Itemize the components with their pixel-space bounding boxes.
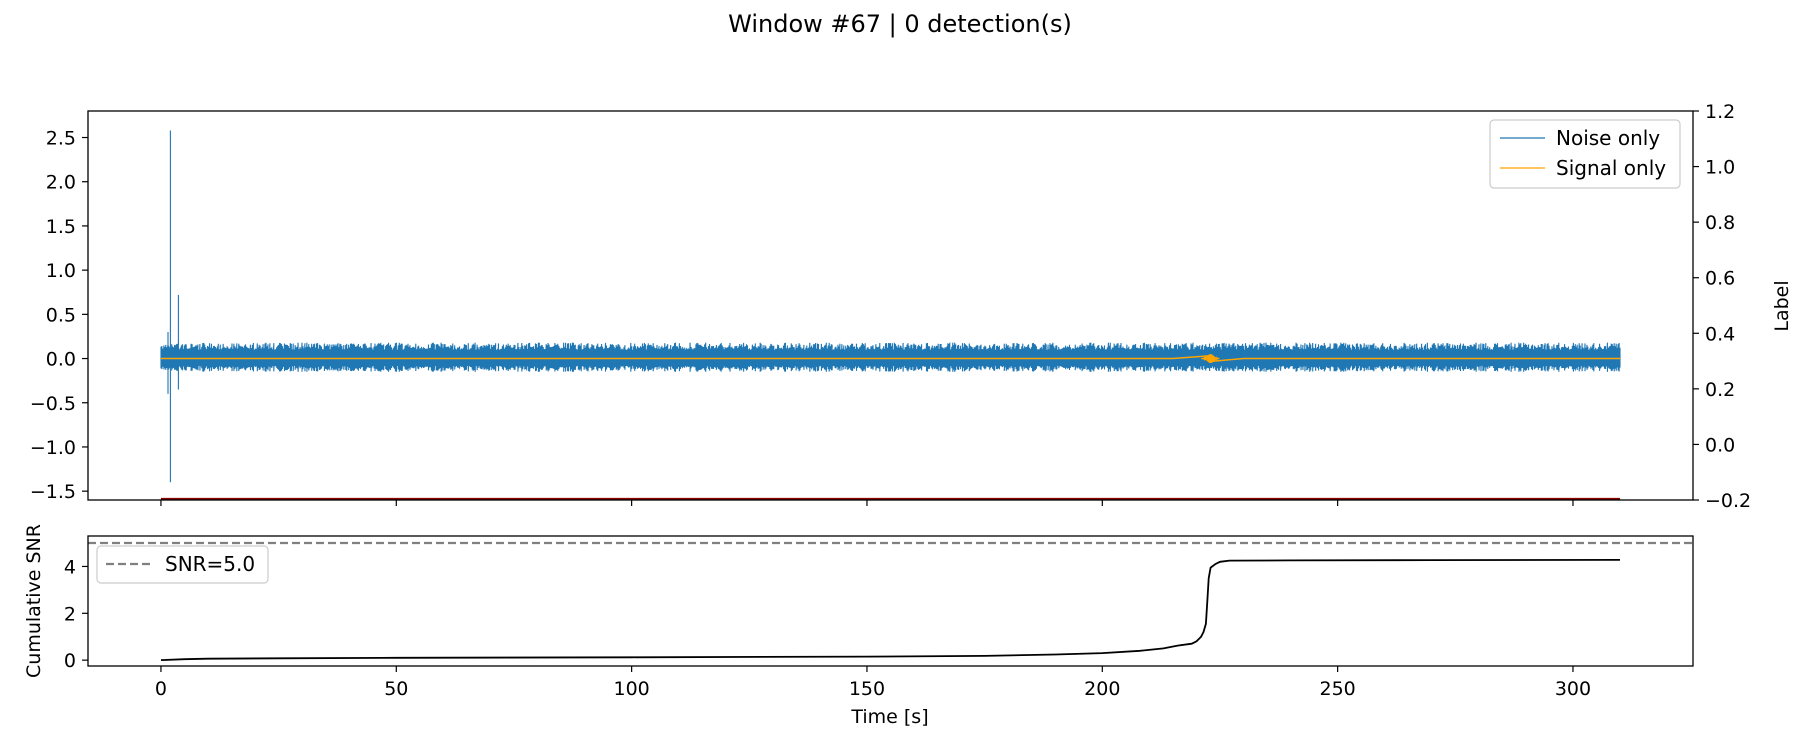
top-right-tick-label: 0.6 [1705,268,1735,290]
top-left-tick-label: −1.5 [30,481,76,503]
top-right-tick-label: 0.0 [1705,434,1735,456]
top-left-tick-label: −1.0 [30,437,76,459]
top-plot-area [160,130,1621,501]
top-right-tick-label: 0.2 [1705,379,1735,401]
top-left-tick-label: 2.0 [46,172,76,194]
x-tick-label: 0 [155,678,167,700]
legend-signal-label: Signal only [1556,156,1666,180]
legend-noise-label: Noise only [1556,126,1660,150]
signal-event-burst [1200,354,1220,364]
bottom-plot-area [88,541,1693,661]
bottom-left-tick-label: 2 [64,603,76,625]
bottom-axes-frame [87,535,1694,667]
x-tick-label: 100 [613,678,649,700]
top-left-tick-label: 2.5 [46,128,76,150]
noise-series-line [160,130,1621,483]
x-tick-label: 150 [849,678,885,700]
right-axis-label: Label [1771,280,1793,331]
bottom-left-tick-label: 4 [64,556,76,578]
top-legend: Noise only Signal only [1489,119,1681,189]
x-axis-label: Time [s] [850,706,928,728]
top-left-tick-label: 1.5 [46,216,76,238]
top-left-tick-label: 0.5 [46,304,76,326]
figure-title: Window #67 | 0 detection(s) [728,10,1072,38]
bottom-x-ticks: 0 50 100 150 200 250 300 [155,666,1591,700]
top-left-tick-label: −0.5 [30,393,76,415]
top-left-ticks: 2.5 2.0 1.5 1.0 0.5 0.0 −0.5 −1.0 −1.5 [30,128,88,503]
top-right-tick-label: 1.0 [1705,157,1735,179]
bottom-legend: SNR=5.0 [96,545,269,584]
legend-threshold-label: SNR=5.0 [165,552,255,576]
top-right-tick-label: 1.2 [1705,101,1735,123]
x-tick-label: 250 [1320,678,1356,700]
bottom-axes: 4 2 0 0 50 100 150 200 250 300 Cumulative SNR Ti… [23,524,1694,728]
top-right-tick-label: 0.4 [1705,323,1735,345]
x-tick-label: 200 [1084,678,1120,700]
bottom-left-ticks: 4 2 0 [64,556,88,672]
x-tick-label: 50 [384,678,408,700]
cumulative-snr-line [160,559,1621,661]
bottom-legend-box [96,545,269,584]
top-right-tick-label: −0.2 [1705,490,1751,512]
x-tick-label: 300 [1555,678,1591,700]
top-bottom-ticks [160,500,1574,506]
top-left-tick-label: 0.0 [46,349,76,371]
top-legend-box [1489,119,1681,189]
bottom-y-axis-label: Cumulative SNR [23,524,45,678]
top-axes: 2.5 2.0 1.5 1.0 0.5 0.0 −0.5 −1.0 −1.5 1.2 1.0 0.8… [30,101,1793,512]
top-right-ticks: 1.2 1.0 0.8 0.6 0.4 0.2 0.0 −0.2 [1693,101,1751,512]
top-left-tick-label: 1.0 [46,260,76,282]
top-axes-frame [87,110,1694,501]
top-right-tick-label: 0.8 [1705,212,1735,234]
bottom-left-tick-label: 0 [64,650,76,672]
